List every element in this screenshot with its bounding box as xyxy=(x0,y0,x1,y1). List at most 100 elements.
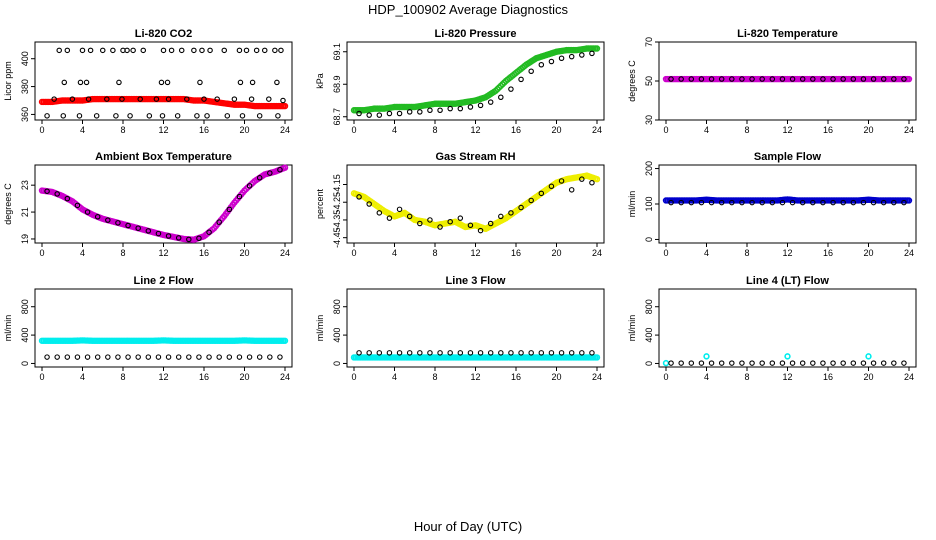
y-axis-label: percent xyxy=(315,188,325,219)
series-2 xyxy=(668,360,907,366)
x-tick-label: 12 xyxy=(782,125,792,135)
data-point xyxy=(698,76,705,82)
data-point xyxy=(204,113,210,119)
data-point xyxy=(168,47,175,54)
data-point xyxy=(194,113,200,119)
x-tick-label: 20 xyxy=(863,125,873,135)
data-point xyxy=(668,199,674,206)
data-point xyxy=(437,224,443,230)
data-point xyxy=(64,195,71,202)
data-point xyxy=(366,350,372,356)
data-point xyxy=(56,47,62,54)
data-point xyxy=(799,360,806,366)
data-point xyxy=(718,76,725,82)
x-tick-label: 4 xyxy=(80,248,85,258)
panel-title: Sample Flow xyxy=(754,151,822,163)
data-point xyxy=(678,76,684,82)
x-tick-label: 16 xyxy=(199,248,209,258)
data-point xyxy=(447,218,453,225)
panel-8: Line 3 Flow ml/min 0 4 8 12 16 20 24 0 400 800 xyxy=(315,275,605,382)
data-point xyxy=(201,96,207,102)
y-tick-label: 21 xyxy=(20,207,30,217)
data-point xyxy=(155,230,162,237)
data-point xyxy=(668,360,674,366)
data-point xyxy=(79,47,86,54)
data-point xyxy=(281,164,289,171)
data-point xyxy=(840,360,846,366)
plot-frame xyxy=(658,288,917,368)
y-axis-label: Licor ppm xyxy=(3,61,13,101)
data-point xyxy=(865,353,872,360)
data-point xyxy=(216,354,222,360)
data-point xyxy=(174,113,181,119)
series-2 xyxy=(44,47,286,119)
data-point xyxy=(221,47,228,54)
data-point xyxy=(769,76,776,82)
x-tick-label: 20 xyxy=(551,372,561,382)
data-point xyxy=(830,76,836,82)
panel-title: Line 3 Flow xyxy=(446,275,506,287)
data-point xyxy=(850,199,857,206)
x-tick-label: 8 xyxy=(744,248,749,258)
data-point xyxy=(145,354,152,360)
data-point xyxy=(739,360,745,366)
x-tick-label: 12 xyxy=(470,125,480,135)
panel-title: Li-820 CO2 xyxy=(135,28,192,40)
x-tick-label: 0 xyxy=(351,248,356,258)
x-tick-label: 16 xyxy=(511,125,521,135)
data-point xyxy=(281,102,289,110)
data-point xyxy=(76,113,83,119)
y-axis-label: ml/min xyxy=(627,191,637,218)
data-point xyxy=(105,354,111,360)
y-axis-label: kPa xyxy=(315,73,325,89)
data-point xyxy=(186,236,192,243)
data-point xyxy=(116,79,122,86)
panel-title: Li-820 Temperature xyxy=(737,28,838,40)
data-point xyxy=(498,350,504,356)
x-tick-label: 24 xyxy=(592,372,602,382)
x-tick-label: 24 xyxy=(904,125,914,135)
x-tick-label: 12 xyxy=(158,248,168,258)
data-point xyxy=(243,47,250,54)
x-tick-label: 0 xyxy=(351,372,356,382)
y-tick-label: 200 xyxy=(644,161,654,176)
data-point xyxy=(44,354,50,360)
x-tick-label: 8 xyxy=(744,372,749,382)
data-point xyxy=(196,235,202,242)
data-point xyxy=(749,199,755,206)
data-point xyxy=(558,55,565,61)
data-point xyxy=(206,229,212,235)
data-point xyxy=(447,350,453,356)
data-point xyxy=(508,350,514,356)
data-point xyxy=(277,354,283,360)
x-tick-label: 20 xyxy=(863,248,873,258)
data-point xyxy=(275,113,281,119)
x-axis-title: Hour of Day (UTC) xyxy=(413,519,523,534)
data-point xyxy=(135,225,141,231)
data-point xyxy=(579,52,585,58)
x-tick-label: 0 xyxy=(663,248,668,258)
y-tick-label: 68.9 xyxy=(332,75,342,93)
data-point xyxy=(789,199,796,206)
x-tick-label: 12 xyxy=(470,248,480,258)
data-point xyxy=(51,96,57,102)
x-tick-label: 24 xyxy=(280,125,290,135)
x-tick-label: 0 xyxy=(663,372,668,382)
data-point xyxy=(281,337,289,344)
data-point xyxy=(538,190,545,197)
data-point xyxy=(159,113,166,119)
x-tick-label: 4 xyxy=(392,372,397,382)
data-point xyxy=(759,199,765,206)
x-tick-label: 4 xyxy=(80,372,85,382)
data-point xyxy=(698,199,705,206)
data-point xyxy=(688,199,695,206)
data-point xyxy=(739,199,745,206)
data-point xyxy=(678,360,684,366)
y-tick-label: -4.35 xyxy=(332,210,342,231)
series-2 xyxy=(356,50,595,118)
x-tick-label: 12 xyxy=(158,125,168,135)
data-point xyxy=(246,354,253,360)
data-point xyxy=(880,360,887,366)
x-tick-label: 24 xyxy=(904,248,914,258)
data-point xyxy=(356,194,362,200)
